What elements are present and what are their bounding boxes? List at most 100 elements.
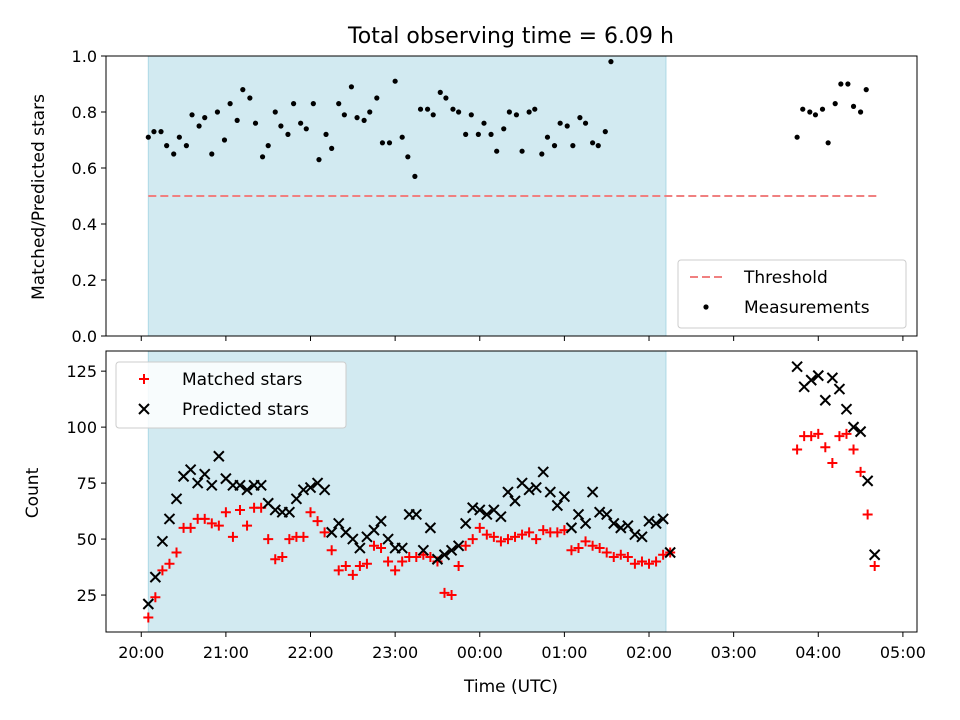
data-point	[475, 131, 481, 137]
x-tick-label: 23:00	[372, 643, 418, 662]
data-point	[622, 519, 634, 532]
data-point	[374, 95, 380, 101]
data-point	[861, 475, 874, 487]
data-point	[445, 544, 458, 556]
series-measurements	[145, 59, 869, 179]
data-point	[494, 148, 500, 154]
data-point	[636, 531, 648, 543]
legend-label: Threshold	[743, 268, 828, 288]
data-point	[149, 571, 162, 583]
data-point	[158, 129, 164, 135]
data-point	[417, 544, 430, 556]
data-point	[495, 536, 506, 547]
data-point	[495, 510, 507, 523]
data-point	[234, 479, 246, 492]
data-point	[572, 508, 585, 521]
data-point	[265, 143, 271, 149]
data-point	[530, 481, 542, 494]
data-point	[601, 547, 612, 558]
data-point	[150, 592, 161, 603]
top-y-axis-label: Matched/Predicted stars	[29, 94, 49, 300]
data-point	[622, 551, 633, 562]
data-point	[590, 140, 596, 146]
data-point	[845, 81, 851, 87]
data-point	[794, 134, 800, 140]
data-point	[651, 556, 662, 567]
data-point	[538, 525, 549, 536]
y-tick-label: 25	[77, 586, 97, 605]
data-point	[417, 106, 424, 112]
data-point	[326, 545, 337, 556]
data-point	[221, 137, 228, 143]
data-point	[813, 428, 824, 439]
data-point	[502, 534, 513, 545]
data-point	[213, 450, 225, 462]
data-point	[847, 421, 860, 433]
data-point	[608, 517, 620, 530]
data-point	[819, 394, 832, 406]
legend-label: Measurements	[744, 298, 870, 318]
data-point	[183, 143, 189, 149]
data-point	[298, 120, 304, 126]
data-point	[375, 515, 387, 527]
data-point	[636, 556, 647, 567]
data-point	[481, 120, 487, 126]
data-point	[171, 547, 182, 558]
data-point	[305, 507, 316, 518]
data-point	[368, 524, 380, 536]
data-point	[157, 565, 168, 576]
chart-title: Total observing time = 6.09 h	[347, 24, 674, 49]
data-point	[255, 479, 267, 492]
data-point	[424, 522, 437, 534]
bottom-y-axis-label: Count	[23, 467, 43, 518]
data-point	[290, 101, 297, 107]
data-point	[443, 95, 449, 101]
data-point	[390, 565, 401, 576]
data-point	[615, 549, 626, 560]
data-point	[199, 468, 211, 480]
data-point	[629, 528, 641, 541]
data-point	[354, 560, 365, 571]
data-point	[285, 131, 291, 137]
data-point	[439, 587, 450, 598]
data-point	[615, 522, 627, 534]
legend: Matched stars Predicted stars	[115, 361, 347, 429]
data-point	[544, 486, 556, 498]
data-point	[247, 95, 253, 101]
data-point	[629, 558, 640, 569]
data-point	[214, 109, 221, 115]
data-point	[290, 493, 303, 505]
data-point	[539, 151, 545, 157]
data-point	[333, 517, 345, 530]
y-tick-label: 0.2	[72, 271, 97, 290]
data-point	[206, 518, 217, 529]
data-point	[312, 516, 323, 527]
data-point	[825, 140, 831, 146]
data-point	[347, 533, 359, 545]
data-point	[593, 506, 606, 518]
x-tick-label: 22:00	[287, 643, 333, 662]
x-tick-label: 03:00	[711, 643, 757, 662]
data-point	[303, 126, 309, 132]
x-tick-label: 20:00	[118, 643, 164, 662]
data-point	[171, 151, 177, 157]
data-point	[644, 558, 655, 569]
data-point	[474, 522, 485, 533]
data-point	[252, 120, 259, 126]
data-point	[176, 134, 182, 140]
data-point	[145, 134, 151, 140]
data-point	[213, 520, 224, 531]
data-point	[510, 531, 521, 542]
data-point	[396, 542, 408, 554]
data-point	[382, 533, 394, 545]
x-tick-label: 04:00	[795, 643, 841, 662]
data-point	[269, 504, 281, 516]
data-point	[323, 131, 329, 137]
data-point	[341, 112, 347, 118]
data-point	[340, 560, 351, 571]
y-tick-label: 125	[66, 362, 97, 381]
data-point	[600, 508, 613, 521]
data-point	[532, 106, 538, 112]
data-point	[450, 106, 456, 112]
